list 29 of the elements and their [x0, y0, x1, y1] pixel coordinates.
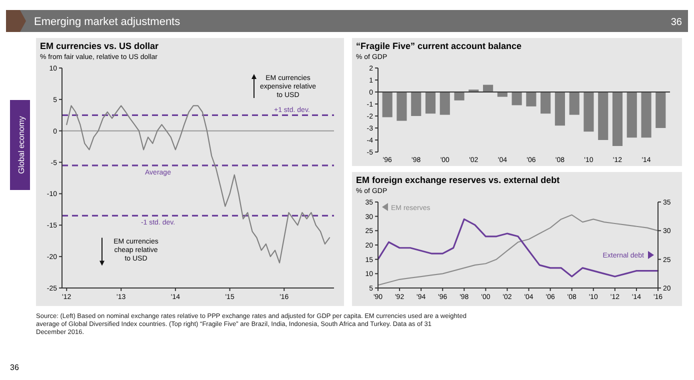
bar: [411, 92, 422, 116]
bar: [497, 92, 508, 97]
chart-title: EM currencies vs. US dollar: [40, 41, 160, 51]
bar: [483, 84, 494, 92]
text: 36: [670, 17, 682, 28]
bar: [454, 92, 464, 100]
text: Global economy: [17, 116, 26, 174]
bar: [396, 92, 407, 121]
bar: [440, 92, 450, 115]
chart-title: “Fragile Five” current account balance: [356, 41, 522, 51]
bar: [612, 92, 623, 146]
text: Emerging market adjustments: [34, 16, 181, 28]
line-series: [377, 218, 659, 278]
bar: [554, 92, 565, 126]
bar: [656, 92, 666, 128]
line-series: [377, 214, 659, 286]
bar: [641, 92, 652, 138]
bar: [626, 92, 637, 138]
text: 36: [10, 363, 20, 372]
bar: [569, 92, 580, 115]
line-series: [66, 105, 330, 264]
chart-title: EM foreign exchange reserves vs. external debt: [356, 175, 560, 185]
bar: [584, 92, 594, 132]
bar: [382, 92, 392, 118]
bar: [540, 92, 551, 114]
bar: [526, 92, 536, 106]
bar: [598, 92, 608, 140]
bar: [425, 92, 436, 114]
bar: [512, 92, 522, 106]
